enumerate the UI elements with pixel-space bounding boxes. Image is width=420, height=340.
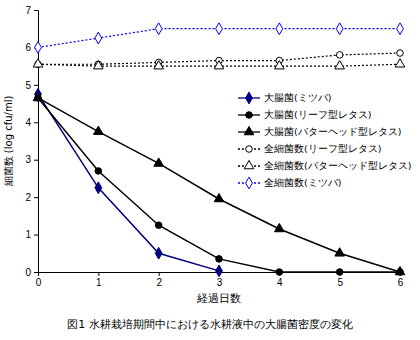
tick-mark xyxy=(34,85,38,86)
tick-label: 1 xyxy=(25,229,31,240)
tick-label: 5 xyxy=(25,80,31,91)
marker xyxy=(276,23,283,35)
tick: 3 xyxy=(25,154,38,165)
series-line xyxy=(38,98,400,272)
tick: 0 xyxy=(36,272,42,288)
marker xyxy=(336,52,343,59)
legend-item: 全細菌数(ミツバ) xyxy=(238,177,341,189)
tick-mark xyxy=(34,122,38,123)
tick-label: 4 xyxy=(25,117,31,128)
tick: 4 xyxy=(25,117,38,128)
tick-label: 3 xyxy=(25,154,31,165)
tick: 1 xyxy=(25,229,38,240)
tick-label: 4 xyxy=(277,277,283,288)
marker xyxy=(94,61,104,69)
marker xyxy=(216,256,223,263)
tick: 0 xyxy=(25,267,38,278)
marker xyxy=(397,50,404,57)
marker xyxy=(336,23,343,35)
marker xyxy=(33,59,43,67)
tick-mark xyxy=(34,235,38,236)
tick-label: 2 xyxy=(156,277,162,288)
tick-label: 6 xyxy=(25,42,31,53)
legend-item: 全細菌数(リーフ型レタス) xyxy=(238,143,381,154)
tick-mark xyxy=(98,272,99,276)
marker xyxy=(95,32,102,44)
tick: 1 xyxy=(96,272,102,288)
marker xyxy=(33,92,43,100)
legend-label: 全細菌数(ミツバ) xyxy=(264,177,341,188)
legend-marker xyxy=(246,146,253,153)
tick-mark xyxy=(159,272,160,276)
plot: 0 1 2 3 4 5 6 0 1 2 3 4 5 6 7 xyxy=(25,5,404,288)
legend: 大腸菌(ミツバ) 大腸菌(リーフ型レタス) 大腸菌(バターヘッド型レタス) 全細菌数(… xyxy=(238,92,411,189)
legend-marker xyxy=(244,160,254,168)
y-axis-title: 細菌数 (log cfu/ml) xyxy=(3,96,14,188)
x-axis-title: 経過日数 xyxy=(196,292,241,305)
marker xyxy=(214,193,224,201)
marker xyxy=(155,23,162,35)
tick-label: 0 xyxy=(25,267,31,278)
marker xyxy=(275,61,285,69)
tick-label: 6 xyxy=(398,277,404,288)
legend-label: 大腸菌(リーフ型レタス) xyxy=(264,109,371,120)
tick-label: 3 xyxy=(217,277,223,288)
marker xyxy=(154,158,164,166)
tick-mark xyxy=(34,197,38,198)
tick-mark xyxy=(34,10,38,11)
tick-mark xyxy=(34,160,38,161)
legend-marker xyxy=(246,177,253,189)
marker xyxy=(155,222,162,229)
series-line xyxy=(38,98,400,272)
marker xyxy=(155,247,162,259)
legend-marker xyxy=(244,126,254,134)
tick-label: 2 xyxy=(25,192,31,203)
legend-label: 大腸菌(バターヘッド型レタス) xyxy=(264,126,401,137)
legend-marker xyxy=(246,92,253,104)
legend-item: 全細菌数(バターヘッド型レタス) xyxy=(238,160,411,171)
marker xyxy=(395,266,405,274)
legend-item: 大腸菌(ミツバ) xyxy=(238,92,331,104)
marker xyxy=(94,126,104,134)
tick: 5 xyxy=(25,80,38,91)
tick-label: 7 xyxy=(25,5,31,16)
legend-label: 大腸菌(ミツバ) xyxy=(264,92,331,103)
marker xyxy=(154,61,164,69)
tick: 7 xyxy=(25,5,38,16)
legend-label: 全細菌数(リーフ型レタス) xyxy=(264,143,381,154)
tick-label: 1 xyxy=(96,277,102,288)
title: 図1 水耕栽培期間中における水耕液中の大腸菌密度の変化 xyxy=(67,318,353,331)
marker xyxy=(214,61,224,69)
tick-label: 0 xyxy=(36,277,42,288)
marker xyxy=(335,248,345,256)
marks xyxy=(33,23,405,277)
marker xyxy=(35,42,42,54)
marker xyxy=(216,265,223,277)
chart: 0 1 2 3 4 5 6 0 1 2 3 4 5 6 7 経過日数 細菌数 (log cfu/ml) 図1 水耕… xyxy=(0,0,420,340)
marker xyxy=(216,23,223,35)
marker xyxy=(336,269,343,276)
tick: 2 xyxy=(156,272,162,288)
marker xyxy=(95,168,102,175)
marker xyxy=(275,223,285,231)
marker xyxy=(335,61,345,69)
tick: 2 xyxy=(25,192,38,203)
legend-item: 大腸菌(バターヘッド型レタス) xyxy=(238,126,401,137)
legend-marker xyxy=(246,112,253,119)
legend-label: 全細菌数(バターヘッド型レタス) xyxy=(264,160,411,171)
legend-item: 大腸菌(リーフ型レタス) xyxy=(238,109,371,120)
marker xyxy=(397,23,404,35)
marker xyxy=(395,59,405,67)
marker xyxy=(276,269,283,276)
tick-label: 5 xyxy=(337,277,343,288)
tick-mark xyxy=(34,272,38,273)
marker xyxy=(95,182,102,194)
